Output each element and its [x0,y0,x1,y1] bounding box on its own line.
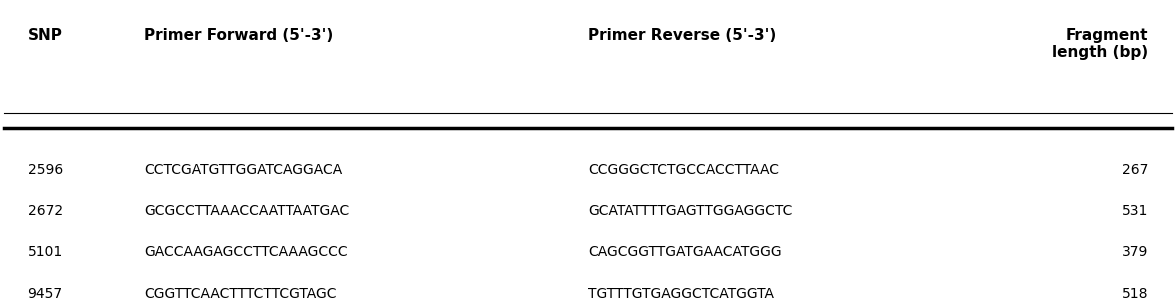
Text: SNP: SNP [27,28,62,43]
Text: Fragment
length (bp): Fragment length (bp) [1053,28,1149,60]
Text: 9457: 9457 [27,287,62,300]
Text: GCATATTTTGAGTTGGAGGCTC: GCATATTTTGAGTTGGAGGCTC [588,204,793,218]
Text: TGTTTGTGAGGCTCATGGTA: TGTTTGTGAGGCTCATGGTA [588,287,774,300]
Text: 5101: 5101 [27,245,62,259]
Text: CCGGGCTCTGCCACCTTAAC: CCGGGCTCTGCCACCTTAAC [588,162,779,177]
Text: Primer Forward (5'-3'): Primer Forward (5'-3') [145,28,334,43]
Text: 531: 531 [1122,204,1149,218]
Text: GCGCCTTAAACCAATTAATGAC: GCGCCTTAAACCAATTAATGAC [145,204,349,218]
Text: CCTCGATGTTGGATCAGGACA: CCTCGATGTTGGATCAGGACA [145,162,342,177]
Text: 2596: 2596 [27,162,62,177]
Text: 2672: 2672 [27,204,62,218]
Text: CAGCGGTTGATGAACATGGG: CAGCGGTTGATGAACATGGG [588,245,782,259]
Text: 518: 518 [1122,287,1149,300]
Text: 267: 267 [1122,162,1149,177]
Text: Primer Reverse (5'-3'): Primer Reverse (5'-3') [588,28,776,43]
Text: GACCAAGAGCCTTCAAAGCCC: GACCAAGAGCCTTCAAAGCCC [145,245,348,259]
Text: CGGTTCAACTTTCTTCGTAGC: CGGTTCAACTTTCTTCGTAGC [145,287,336,300]
Text: 379: 379 [1122,245,1149,259]
